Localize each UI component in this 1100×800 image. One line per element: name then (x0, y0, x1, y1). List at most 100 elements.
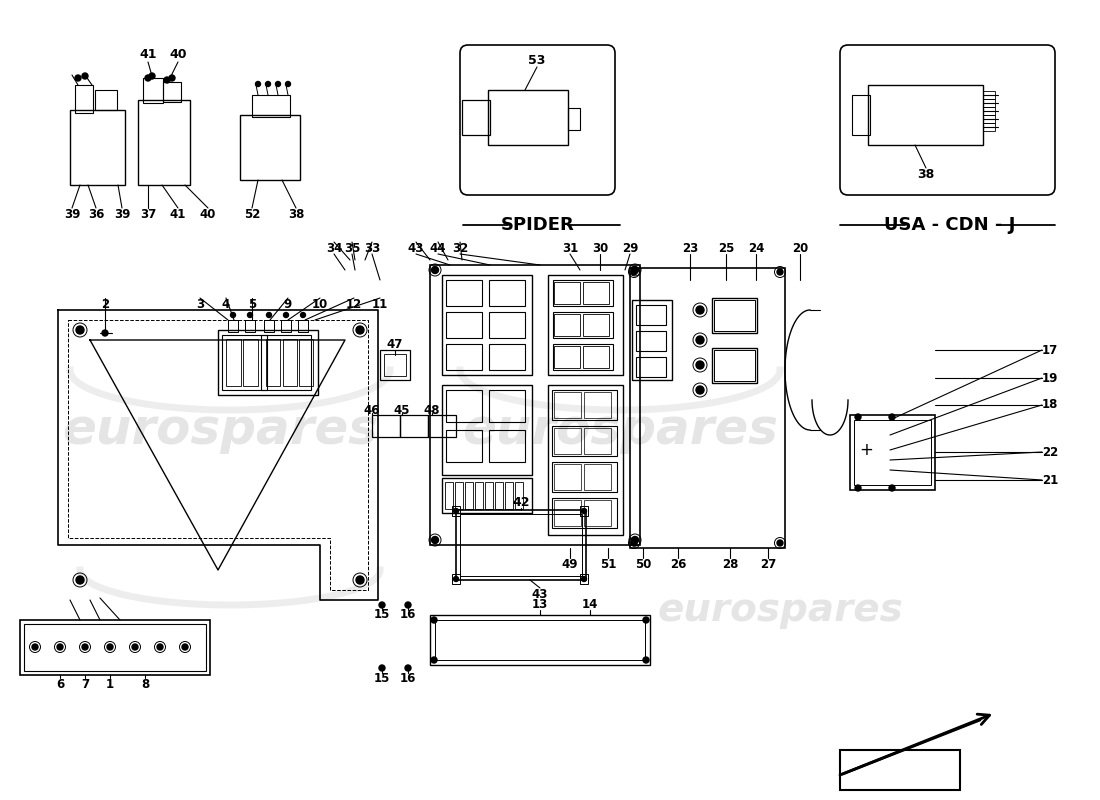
Bar (554, 464, 581, 490)
Bar (854, 420, 931, 485)
Circle shape (631, 537, 638, 543)
Text: 38: 38 (917, 169, 935, 182)
Circle shape (286, 82, 290, 86)
Bar (490, 390, 525, 422)
Bar (983, 99, 996, 107)
Text: 51: 51 (600, 558, 616, 571)
Bar (583, 282, 609, 304)
Circle shape (356, 326, 364, 334)
Text: 53: 53 (528, 54, 546, 66)
Text: 27: 27 (760, 558, 777, 571)
Text: 10: 10 (312, 298, 328, 311)
Text: 26: 26 (670, 558, 686, 571)
Text: 17: 17 (1042, 343, 1058, 357)
Text: 42: 42 (513, 495, 530, 509)
Circle shape (582, 577, 586, 582)
Bar (452, 574, 460, 584)
Bar (554, 282, 580, 304)
Text: 18: 18 (1042, 398, 1058, 411)
Circle shape (76, 576, 84, 584)
Bar (490, 344, 525, 370)
Bar (24, 624, 206, 671)
Bar (505, 482, 513, 509)
Bar (283, 339, 297, 386)
Bar (465, 482, 473, 509)
Text: 37: 37 (140, 209, 156, 222)
Circle shape (889, 414, 895, 420)
Circle shape (379, 665, 385, 671)
Bar (446, 390, 482, 422)
Bar (552, 390, 617, 420)
Text: 34: 34 (326, 242, 342, 254)
Bar (554, 314, 580, 336)
Circle shape (157, 644, 163, 650)
Bar (243, 339, 258, 386)
Text: 1: 1 (106, 678, 114, 691)
Text: 39: 39 (113, 209, 130, 222)
Text: 21: 21 (1042, 474, 1058, 486)
Circle shape (777, 540, 783, 546)
Bar (580, 574, 588, 584)
Bar (636, 331, 666, 351)
Text: 25: 25 (718, 242, 734, 254)
Text: 41: 41 (140, 49, 156, 62)
Text: 5: 5 (248, 298, 256, 311)
Bar (222, 335, 267, 390)
Bar (442, 478, 532, 513)
Text: 23: 23 (682, 242, 698, 254)
Circle shape (132, 644, 138, 650)
Text: 4: 4 (222, 298, 230, 311)
Text: 19: 19 (1042, 371, 1058, 385)
Circle shape (300, 313, 306, 318)
Bar (632, 300, 672, 380)
Circle shape (82, 644, 88, 650)
Text: 30: 30 (592, 242, 608, 254)
Text: 40: 40 (169, 49, 187, 62)
Bar (630, 268, 785, 548)
Bar (553, 280, 613, 306)
Circle shape (82, 73, 88, 79)
Text: 41: 41 (169, 209, 186, 222)
Circle shape (405, 665, 411, 671)
Text: 39: 39 (64, 209, 80, 222)
Circle shape (231, 313, 235, 318)
Bar (714, 350, 755, 381)
Text: 9: 9 (284, 298, 293, 311)
Circle shape (855, 485, 861, 491)
Circle shape (182, 644, 188, 650)
Text: 15: 15 (374, 609, 390, 622)
Text: eurospares: eurospares (62, 406, 378, 454)
Bar (442, 385, 532, 475)
Circle shape (855, 414, 861, 420)
Text: 6: 6 (56, 678, 64, 691)
Circle shape (102, 330, 108, 336)
Bar (554, 500, 581, 526)
Circle shape (32, 644, 39, 650)
Text: 33: 33 (364, 242, 381, 254)
Circle shape (696, 361, 704, 369)
Circle shape (696, 336, 704, 344)
Bar (70, 110, 125, 185)
Text: 16: 16 (399, 671, 416, 685)
Bar (430, 265, 640, 545)
Text: 45: 45 (394, 403, 410, 417)
Bar (280, 320, 292, 332)
Text: 7: 7 (81, 678, 89, 691)
Bar (228, 320, 238, 332)
Circle shape (405, 602, 411, 608)
Bar (460, 514, 582, 576)
Bar (583, 314, 609, 336)
Bar (446, 280, 482, 306)
Bar (495, 482, 503, 509)
Bar (20, 620, 210, 675)
Bar (298, 320, 308, 332)
Circle shape (644, 657, 649, 663)
Bar (75, 85, 94, 113)
Bar (636, 357, 666, 377)
Bar (712, 348, 757, 383)
Text: 24: 24 (748, 242, 764, 254)
Circle shape (777, 269, 783, 275)
Text: 32: 32 (452, 242, 469, 254)
Bar (490, 430, 525, 462)
Bar (850, 415, 935, 490)
